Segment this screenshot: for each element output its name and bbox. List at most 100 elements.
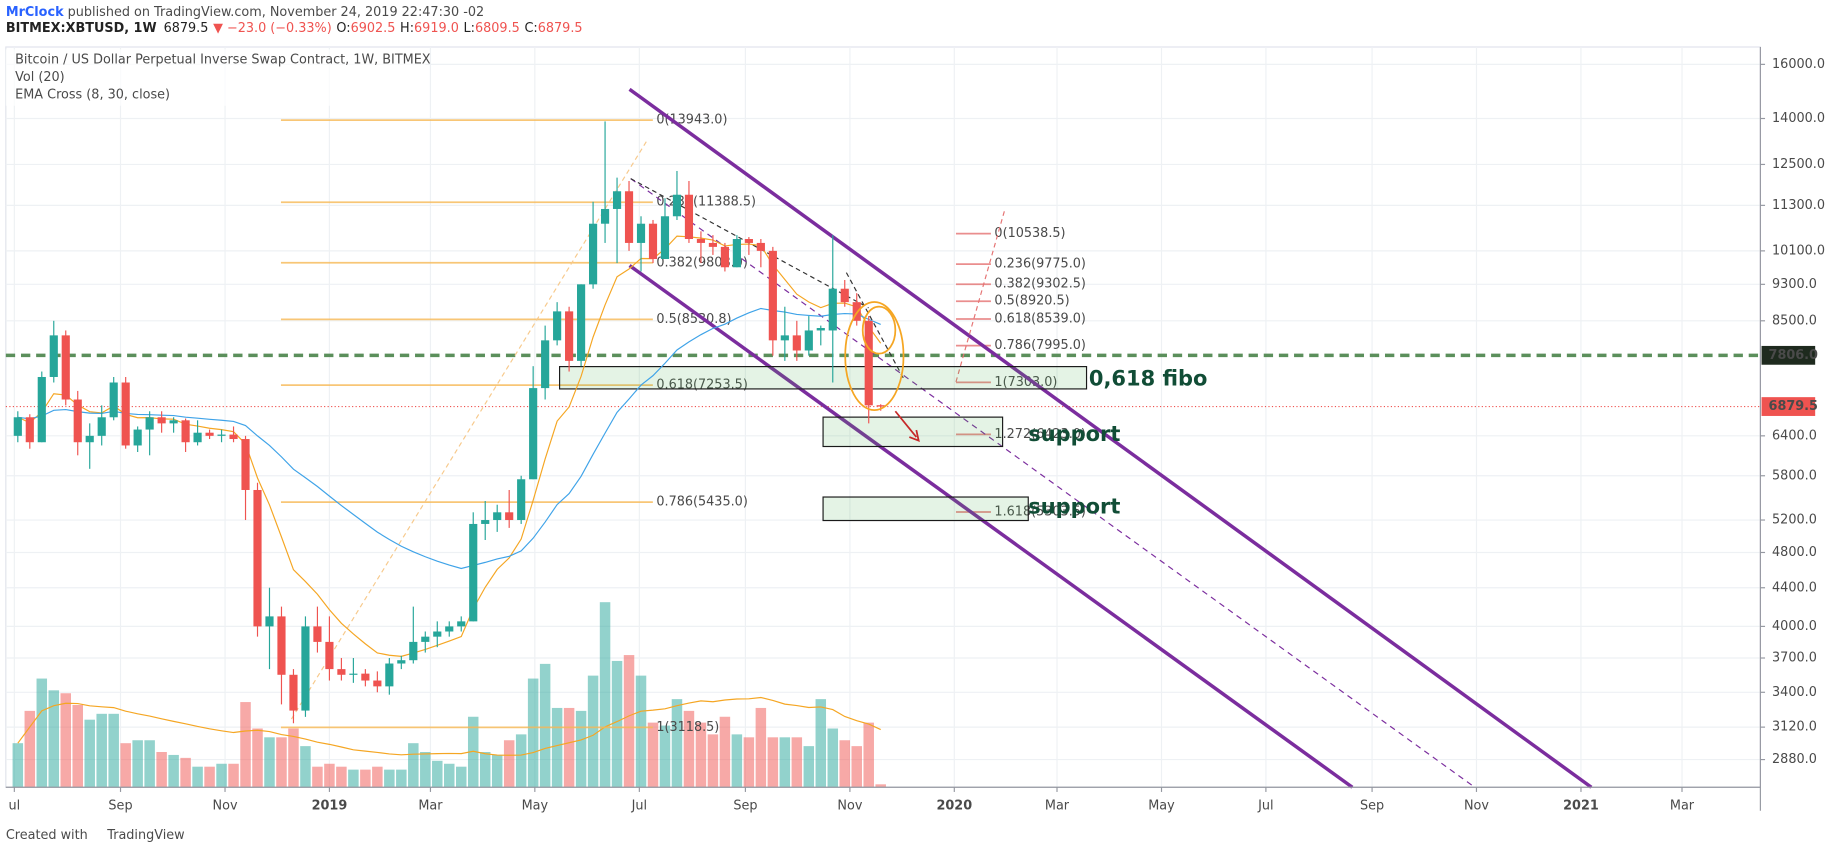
fib-label: 1(3118.5) (656, 720, 719, 735)
volume-bar (743, 737, 755, 788)
volume-bar (312, 766, 323, 788)
volume-bar (635, 675, 647, 788)
volume-bar (719, 716, 731, 788)
volume-bar (455, 766, 467, 788)
candle-body (684, 194, 694, 240)
ema-line (17, 307, 881, 570)
x-tick-label: 2019 (312, 799, 348, 814)
volume-bar (839, 740, 851, 788)
volume-bar (851, 746, 862, 788)
arrow-head (909, 429, 920, 443)
x-tick-label: Nov (837, 799, 862, 814)
price-tag-label: 7806.0 (1769, 348, 1818, 363)
candle-body (13, 417, 22, 436)
volume-bar (863, 722, 874, 788)
candle-body (768, 250, 777, 341)
trend-dashed (630, 178, 869, 309)
volume-bar (779, 737, 791, 788)
candle-body (409, 641, 418, 661)
volume-bar (659, 725, 671, 788)
x-tick-label: Sep (108, 799, 132, 814)
highlight-ellipse (861, 305, 897, 355)
candle-body (277, 616, 286, 675)
candle-body (517, 479, 526, 521)
x-tick-label: 2021 (1563, 799, 1599, 814)
fib-label: 0.618(8539.0) (994, 311, 1085, 326)
volume-bar (360, 769, 371, 788)
x-tick-label: ul (8, 799, 20, 814)
y-tick-label: 14000.0 (1772, 111, 1825, 126)
author[interactable]: MrClock (6, 4, 64, 19)
fib-label: 0(13943.0) (656, 113, 727, 128)
candle-body (289, 674, 298, 711)
published: published on TradingView.com, November 2… (64, 4, 485, 19)
footer-brand[interactable]: TradingView (106, 828, 184, 843)
x-tick-label: Jul (1257, 799, 1273, 814)
volume-bar (348, 769, 359, 788)
volume-bar (24, 710, 36, 788)
candle-body (313, 626, 322, 642)
volume-bar (96, 713, 107, 788)
volume-bar (144, 740, 155, 788)
volume-bar (575, 710, 587, 788)
zone-box (559, 366, 1088, 390)
candle-body (49, 335, 58, 377)
y-tick-label: 11300.0 (1772, 198, 1825, 213)
candle-body (325, 641, 334, 670)
candle-body (217, 434, 226, 436)
candle-body (588, 223, 598, 285)
volume-bar (216, 763, 227, 788)
last-price: 6879.5 (164, 21, 209, 36)
candle-body (720, 246, 729, 268)
volume-bar (491, 754, 503, 788)
volume-bar (515, 734, 527, 788)
ema-label: EMA Cross (8, 30, close) (15, 88, 170, 103)
volume-bar (479, 752, 491, 788)
ohlc-key: H: (400, 21, 414, 36)
volume-bar (60, 693, 71, 788)
x-tick-label: Nov (1464, 799, 1489, 814)
volume-bar (791, 737, 803, 788)
fib-label: 0.236(9775.0) (994, 257, 1085, 272)
y-tick-label: 10100.0 (1772, 243, 1825, 258)
candle-body (421, 636, 430, 642)
candle-body (97, 417, 106, 436)
candle-body (660, 216, 670, 259)
volume-bar (539, 663, 551, 788)
y-tick-label: 4800.0 (1772, 545, 1817, 560)
candle-body (732, 239, 741, 268)
candle-body (672, 194, 682, 217)
fib-label: 0.786(5435.0) (656, 495, 747, 510)
volume-bar (108, 713, 119, 788)
footer-created: Created with (6, 828, 88, 843)
x-tick-label: Mar (1045, 799, 1070, 814)
candle-body (73, 399, 82, 443)
candle-body (337, 669, 346, 675)
ohlc-key: L: (464, 21, 475, 36)
candle-body (553, 311, 562, 341)
trend-dashed (845, 272, 905, 379)
volume-bar (827, 728, 839, 788)
channel-line (628, 87, 1593, 789)
x-tick-label: Sep (733, 799, 757, 814)
candle-body (133, 429, 142, 446)
candle-body (565, 311, 574, 361)
x-tick-label: May (522, 799, 549, 814)
candle-body (756, 242, 765, 251)
y-tick-label: 3120.0 (1772, 720, 1817, 735)
volume-bar (707, 734, 719, 788)
fib-label: 0.5(8920.5) (994, 294, 1069, 309)
candle-body (85, 435, 94, 443)
price-tag-label: 6879.5 (1769, 399, 1818, 414)
symbol: BITMEX:XBTUSD, 1W (6, 21, 157, 36)
y-tick-label: 5200.0 (1772, 512, 1817, 527)
y-tick-label: 9300.0 (1772, 277, 1817, 292)
volume-bar (36, 678, 48, 788)
fib-label: 1.272(6423.0) (994, 427, 1085, 442)
y-tick-label: 4400.0 (1772, 580, 1817, 595)
zone-box (822, 496, 1029, 522)
arrow (894, 410, 918, 438)
y-tick-label: 3700.0 (1772, 650, 1817, 665)
volume-bar (336, 766, 347, 788)
